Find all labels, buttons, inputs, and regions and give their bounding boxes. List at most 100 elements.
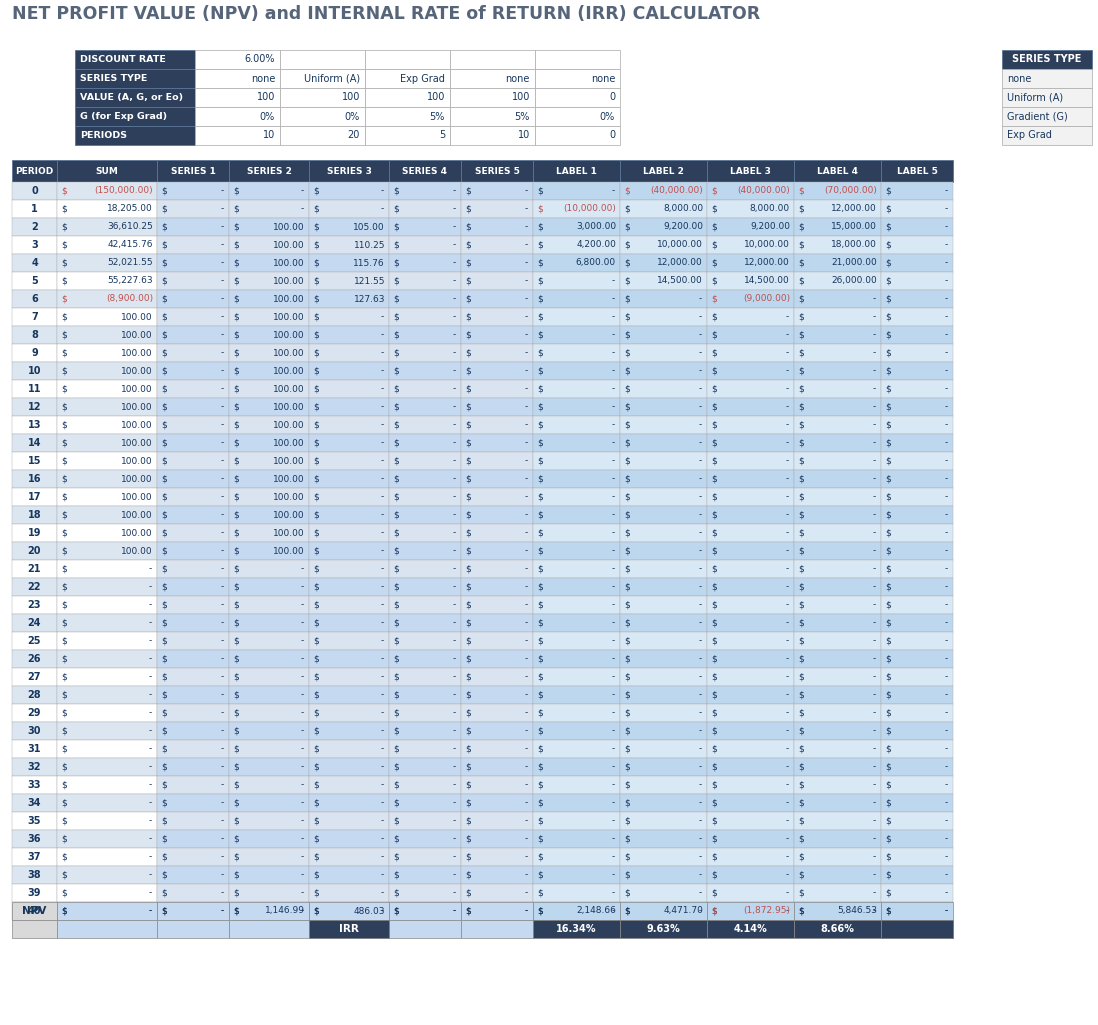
Text: $: $ [161, 294, 167, 303]
Text: -: - [525, 906, 528, 915]
Bar [389, 704, 461, 722]
Text: $: $ [233, 906, 238, 915]
Text: -: - [786, 798, 789, 808]
Bar [620, 254, 707, 272]
Bar [707, 254, 794, 272]
Bar [1002, 50, 1093, 69]
Bar [229, 160, 309, 182]
Bar [533, 758, 620, 776]
Text: -: - [525, 906, 528, 915]
Bar [461, 488, 533, 506]
Text: $: $ [464, 889, 471, 898]
Text: $: $ [313, 420, 318, 429]
Text: $: $ [61, 906, 67, 915]
Bar [533, 830, 620, 848]
Text: $: $ [313, 906, 318, 915]
Text: -: - [944, 672, 948, 682]
Text: $: $ [464, 906, 471, 915]
Text: -: - [221, 834, 224, 844]
Text: $: $ [233, 313, 238, 322]
Bar [620, 884, 707, 902]
Text: PERIOD: PERIOD [15, 166, 54, 175]
Bar [707, 506, 794, 524]
Bar [707, 470, 794, 488]
Bar [309, 160, 389, 182]
Text: $: $ [712, 456, 717, 465]
Text: $: $ [464, 691, 471, 699]
Bar [461, 326, 533, 344]
Bar [57, 524, 157, 542]
Text: -: - [525, 672, 528, 682]
Text: $: $ [233, 744, 238, 753]
Text: -: - [873, 618, 876, 627]
Text: $: $ [885, 241, 890, 249]
Bar [533, 452, 620, 470]
Text: $: $ [798, 384, 804, 394]
Text: $: $ [712, 330, 717, 339]
Text: -: - [452, 330, 456, 339]
Text: $: $ [161, 618, 167, 627]
Text: 100: 100 [257, 92, 274, 103]
Bar [309, 452, 389, 470]
Text: $: $ [624, 456, 630, 465]
Text: $: $ [624, 294, 630, 303]
Text: -: - [698, 403, 702, 411]
Text: -: - [786, 618, 789, 627]
Bar [389, 160, 461, 182]
Text: $: $ [61, 655, 67, 663]
Bar [620, 740, 707, 758]
Text: $: $ [313, 187, 318, 196]
Text: 6: 6 [31, 294, 37, 304]
Text: -: - [873, 780, 876, 789]
Text: $: $ [712, 744, 717, 753]
Text: -: - [452, 367, 456, 375]
Text: $: $ [624, 906, 630, 915]
Text: $: $ [798, 222, 804, 232]
Text: -: - [944, 258, 948, 268]
Text: $: $ [61, 475, 67, 484]
Text: $: $ [537, 403, 542, 411]
Text: -: - [221, 277, 224, 286]
Text: -: - [525, 834, 528, 844]
Text: -: - [381, 798, 384, 808]
Bar [620, 218, 707, 236]
Text: $: $ [885, 906, 890, 915]
Bar [461, 362, 533, 380]
Text: -: - [301, 853, 304, 861]
Text: -: - [381, 817, 384, 825]
Text: 10: 10 [27, 366, 42, 376]
Text: $: $ [885, 529, 890, 537]
Text: 13: 13 [27, 420, 42, 430]
Text: LABEL 4: LABEL 4 [817, 166, 858, 175]
Text: -: - [381, 510, 384, 520]
Bar [75, 69, 195, 88]
Text: -: - [525, 403, 528, 411]
Text: $: $ [537, 906, 542, 915]
Text: (1,872.95): (1,872.95) [743, 906, 789, 915]
Bar [533, 254, 620, 272]
Text: $: $ [712, 906, 717, 915]
Bar [620, 236, 707, 254]
Text: -: - [148, 906, 152, 915]
Bar [707, 272, 794, 290]
Text: -: - [221, 817, 224, 825]
Bar [309, 830, 389, 848]
Text: $: $ [712, 672, 717, 682]
Text: $: $ [61, 348, 67, 358]
Bar [881, 560, 953, 578]
Text: -: - [381, 853, 384, 861]
Bar [450, 107, 535, 126]
Text: 9,200.00: 9,200.00 [750, 222, 789, 232]
Text: 36,610.25: 36,610.25 [108, 222, 153, 232]
Text: $: $ [712, 637, 717, 646]
Text: -: - [525, 727, 528, 736]
Text: -: - [221, 546, 224, 556]
Text: $: $ [624, 798, 630, 808]
Text: -: - [452, 313, 456, 322]
Text: -: - [698, 294, 702, 303]
Text: VALUE (A, G, or Eo): VALUE (A, G, or Eo) [80, 93, 183, 102]
Text: 17: 17 [27, 492, 42, 502]
Text: -: - [612, 817, 615, 825]
Bar [389, 866, 461, 884]
Text: -: - [221, 655, 224, 663]
